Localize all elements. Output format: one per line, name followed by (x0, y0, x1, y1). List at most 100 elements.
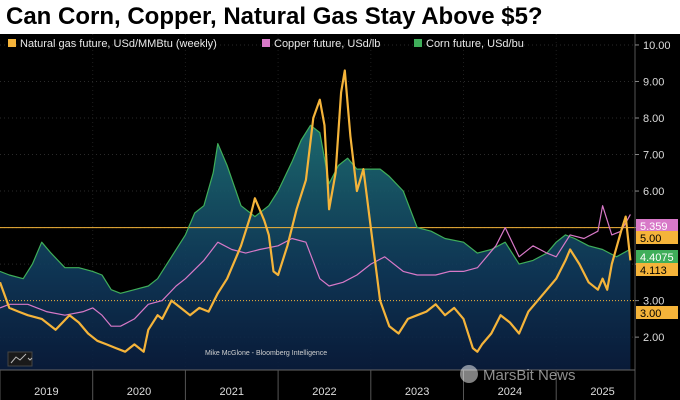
y-tick-label: 6.00 (643, 186, 664, 198)
natural-gas-point (157, 315, 158, 316)
corn-area-fill (0, 125, 631, 370)
corn-point (301, 139, 302, 140)
natural-gas-point (570, 249, 571, 250)
natural-gas-point (208, 311, 209, 312)
copper-point (245, 253, 246, 254)
copper-point (630, 214, 631, 215)
y-tick-label: 7.00 (643, 150, 664, 162)
natural-gas-point (78, 322, 79, 323)
x-tick-label: 2023 (405, 386, 429, 398)
natural-gas-point (180, 307, 181, 308)
natural-gas-point (380, 300, 381, 301)
y-tick-label: 2.00 (643, 332, 664, 344)
area-layer (0, 125, 631, 370)
natural-gas-point (240, 245, 241, 246)
natural-gas-point (148, 329, 149, 330)
corn-point (347, 158, 348, 159)
natural-gas-point (477, 351, 478, 352)
natural-gas-point (250, 216, 251, 217)
reference-lines (0, 227, 635, 302)
natural-gas-point (519, 333, 520, 334)
copper-point (319, 278, 320, 279)
corn-point (556, 242, 557, 243)
copper-point (278, 245, 279, 246)
corn-point (194, 212, 195, 213)
natural-gas-point (579, 264, 580, 265)
copper-point (305, 242, 306, 243)
copper-line (0, 205, 631, 327)
corn-point (185, 234, 186, 235)
corn-point (157, 278, 158, 279)
x-tick-label: 2019 (34, 386, 58, 398)
corn-point (574, 238, 575, 239)
corn-point (111, 289, 112, 290)
copper-point (597, 231, 598, 232)
copper-point (64, 315, 65, 316)
legend-swatch (8, 39, 16, 47)
copper-point (111, 326, 112, 327)
natural-gas-point (18, 311, 19, 312)
corn-point (213, 172, 214, 173)
copper-point (370, 264, 371, 265)
natural-gas-point (417, 315, 418, 316)
natural-gas-point (341, 92, 342, 93)
natural-gas-point (463, 318, 464, 319)
watermark-text: MarsBit News (483, 367, 576, 384)
natural-gas-point (435, 304, 436, 305)
copper-point (356, 274, 357, 275)
corn-point (64, 267, 65, 268)
y-tick-label: 9.00 (643, 76, 664, 88)
natural-gas-point (88, 333, 89, 334)
corn-point (403, 190, 404, 191)
series-lines (0, 69, 632, 353)
last-value-tag-label: 4.4075 (640, 252, 674, 264)
corn-point (356, 169, 357, 170)
copper-point (101, 315, 102, 316)
legend-swatch (262, 39, 270, 47)
copper-point (583, 238, 584, 239)
credit-text: Mike McGlone - Bloomberg Intelligence (205, 350, 327, 357)
corn-point (477, 253, 478, 254)
natural-gas-point (27, 315, 28, 316)
copper-point (342, 282, 343, 283)
corn-point (338, 165, 339, 166)
natural-gas-point (630, 260, 631, 261)
copper-point (495, 245, 496, 246)
corn-point (389, 176, 390, 177)
corn-line (0, 124, 631, 294)
natural-gas-point (546, 289, 547, 290)
x-tick-label: 2020 (127, 386, 151, 398)
copper-point (556, 256, 557, 257)
corn-point (9, 274, 10, 275)
corn-point (380, 169, 381, 170)
copper-point (329, 285, 330, 286)
natural-gas-point (407, 318, 408, 319)
x-tick-label: 2024 (498, 386, 522, 398)
chart-type-toggle[interactable] (7, 351, 33, 367)
natural-gas-point (199, 307, 200, 308)
copper-point (203, 260, 204, 261)
natural-gas-point (454, 307, 455, 308)
copper-point (546, 253, 547, 254)
natural-gas-point (472, 348, 473, 349)
corn-point (278, 190, 279, 191)
copper-point (83, 311, 84, 312)
natural-gas-point (287, 245, 288, 246)
corn-point (50, 253, 51, 254)
watermark-logo-icon (460, 365, 478, 383)
copper-point (27, 304, 28, 305)
last-value-tag (636, 306, 678, 319)
corn-point (532, 260, 533, 261)
copper-point (505, 227, 506, 228)
natural-gas-point (398, 333, 399, 334)
legend-label: Corn future, USd/bu (426, 38, 524, 50)
corn-point (370, 169, 371, 170)
corn-point (463, 242, 464, 243)
natural-gas-point (389, 326, 390, 327)
natural-gas-point (602, 278, 603, 279)
copper-point (92, 307, 93, 308)
natural-gas-point (588, 282, 589, 283)
natural-gas-point (273, 271, 274, 272)
corn-point (32, 264, 33, 265)
